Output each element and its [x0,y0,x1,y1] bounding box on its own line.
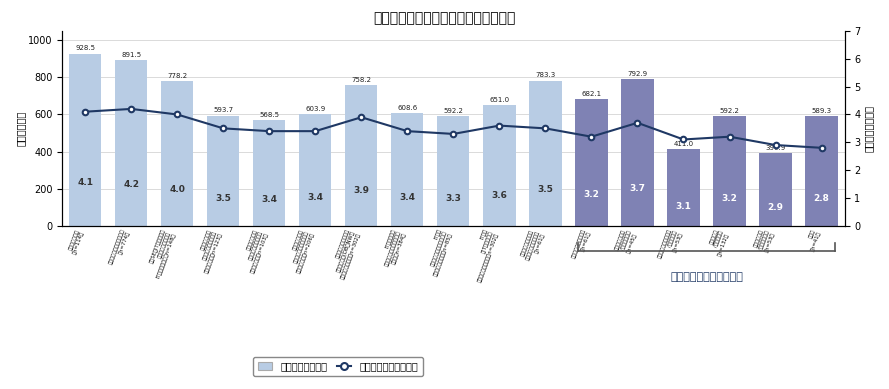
Text: 589.3: 589.3 [812,108,831,114]
Text: 3.4: 3.4 [261,195,277,204]
Text: 3.3: 3.3 [445,194,461,203]
Text: 4.0: 4.0 [169,185,185,194]
Text: 2.8: 2.8 [813,194,829,203]
Text: 568.5: 568.5 [260,112,279,118]
Text: 3.9: 3.9 [353,186,369,195]
Text: 792.9: 792.9 [628,70,647,77]
Text: 682.1: 682.1 [581,91,602,97]
Text: 3.1: 3.1 [676,202,692,211]
Bar [69,54,101,226]
Bar [207,116,239,226]
Bar [391,113,423,226]
Text: 3.2: 3.2 [722,194,738,203]
Bar [759,153,791,226]
Bar [575,99,607,226]
Text: 592.2: 592.2 [444,108,463,114]
Bar [161,81,194,226]
Text: 608.6: 608.6 [397,105,418,110]
Text: 651.0: 651.0 [489,97,509,103]
Bar [713,116,746,226]
Bar [668,149,700,226]
Text: 891.5: 891.5 [121,52,141,58]
Bar [484,105,516,226]
Text: 783.3: 783.3 [535,72,556,78]
Text: 778.2: 778.2 [167,73,188,79]
Text: 4.2: 4.2 [124,180,140,189]
Text: 3.5: 3.5 [215,194,231,203]
Text: 603.9: 603.9 [305,105,325,112]
Text: 2.9: 2.9 [767,203,783,212]
Y-axis label: スキル標準レベル: スキル標準レベル [863,105,873,152]
Text: 3.5: 3.5 [538,185,553,194]
Y-axis label: 年収（万円）: 年収（万円） [15,111,25,146]
Text: 4.1: 4.1 [77,178,93,187]
Text: 職種別の年収平均とスキル標準レベル: 職種別の年収平均とスキル標準レベル [373,12,516,26]
Bar [805,116,837,226]
Text: 3.6: 3.6 [492,191,508,200]
Text: 593.7: 593.7 [213,107,233,114]
Bar [529,81,562,226]
Text: 411.0: 411.0 [674,141,693,147]
Text: 3.2: 3.2 [583,189,599,198]
Bar [116,60,148,226]
Text: 3.4: 3.4 [308,193,324,202]
Text: 3.7: 3.7 [629,184,645,193]
Text: 928.5: 928.5 [76,46,95,51]
Text: インターネット関連企業: インターネット関連企業 [670,272,743,282]
Bar [253,120,285,226]
Bar [345,85,378,226]
Text: 3.4: 3.4 [399,193,415,202]
Bar [437,116,469,226]
Text: 592.2: 592.2 [719,108,740,114]
Bar [300,114,332,226]
Text: 758.2: 758.2 [351,77,372,83]
Text: 390.9: 390.9 [765,145,786,151]
Legend: 年収平均（万円）, スキル標準レベル平均: 年収平均（万円）, スキル標準レベル平均 [252,357,423,377]
Bar [621,79,653,226]
